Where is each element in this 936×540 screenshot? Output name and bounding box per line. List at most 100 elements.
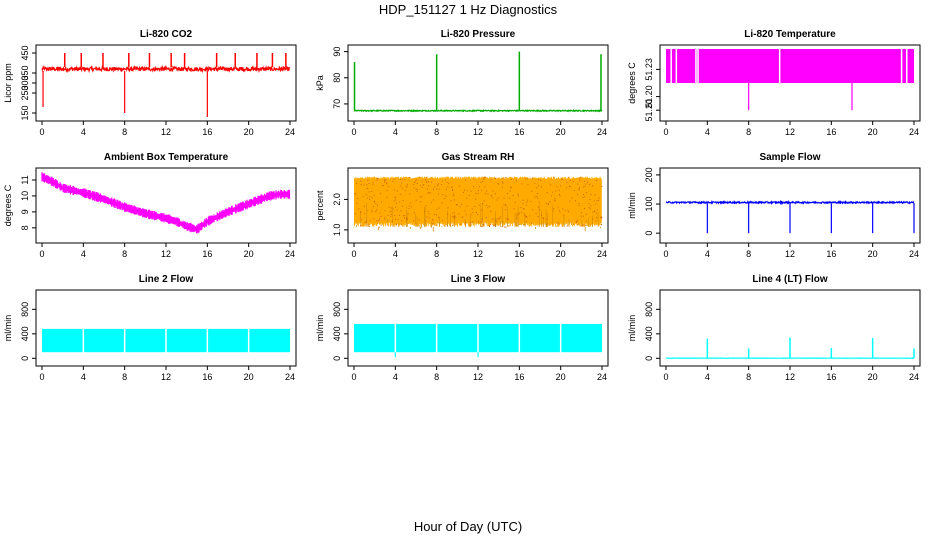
- data-point: [564, 209, 566, 211]
- data-point: [586, 181, 588, 183]
- y-tick-label: 0: [644, 356, 654, 361]
- data-point: [434, 213, 436, 215]
- data-point: [492, 190, 494, 192]
- data-point: [568, 185, 570, 187]
- data-point: [475, 198, 477, 200]
- data-point: [369, 199, 371, 201]
- data-point: [593, 200, 595, 202]
- data-point: [405, 186, 407, 188]
- data-point: [415, 188, 417, 190]
- data-point: [435, 224, 437, 226]
- data-point: [483, 200, 485, 202]
- data-point: [443, 198, 445, 200]
- data-point: [496, 218, 498, 220]
- data-point: [354, 193, 356, 195]
- data-point: [477, 221, 479, 223]
- data-point: [452, 193, 454, 195]
- data-point: [390, 213, 392, 215]
- data-point: [441, 180, 443, 182]
- data-point: [486, 217, 488, 219]
- data-point: [482, 181, 484, 183]
- data-point: [444, 225, 446, 227]
- data-point: [470, 224, 472, 226]
- data-point: [447, 214, 449, 216]
- data-point: [590, 205, 592, 207]
- data-point: [430, 226, 432, 228]
- data-point: [410, 206, 412, 208]
- data-point: [368, 224, 370, 226]
- data-point: [482, 224, 484, 226]
- data-point: [396, 209, 398, 211]
- data-point: [438, 207, 440, 209]
- data-point: [354, 213, 356, 215]
- data-point: [367, 197, 369, 199]
- x-tick-label: 24: [597, 249, 607, 259]
- data-point: [519, 223, 521, 225]
- data-point: [494, 225, 496, 227]
- x-tick-label: 8: [122, 372, 127, 382]
- data-point: [576, 220, 578, 222]
- data-point: [589, 208, 591, 210]
- y-tick-label: 400: [332, 326, 342, 341]
- x-tick-label: 20: [868, 249, 878, 259]
- data-point: [423, 183, 425, 185]
- data-point: [483, 224, 485, 226]
- data-point: [371, 197, 373, 199]
- data-series: [354, 176, 603, 232]
- data-point: [461, 203, 463, 205]
- chart-title: Gas Stream RH: [442, 152, 515, 163]
- data-point: [529, 215, 531, 217]
- data-point: [374, 200, 376, 202]
- y-tick-label: 450: [20, 45, 30, 60]
- y-axis-label: ml/min: [315, 315, 325, 342]
- data-point: [390, 215, 392, 217]
- data-point: [566, 182, 568, 184]
- data-point: [523, 224, 525, 226]
- data-point: [379, 218, 381, 220]
- data-point: [384, 218, 386, 220]
- y-tick-label: 150: [20, 105, 30, 120]
- data-point: [494, 193, 496, 195]
- y-axis-label: percent: [315, 190, 325, 221]
- data-point: [380, 224, 382, 226]
- data-point: [386, 189, 388, 191]
- data-point: [365, 193, 367, 195]
- data-point: [549, 201, 551, 203]
- data-point: [583, 208, 585, 210]
- data-point: [595, 220, 597, 222]
- y-tick-label: 800: [332, 302, 342, 317]
- data-point: [460, 223, 462, 225]
- data-point: [406, 217, 408, 219]
- data-point: [366, 184, 368, 186]
- data-point: [558, 194, 560, 196]
- data-point: [481, 226, 483, 228]
- data-point: [578, 203, 580, 205]
- data-point: [436, 185, 438, 187]
- x-tick-label: 8: [434, 372, 439, 382]
- data-point: [452, 189, 454, 191]
- x-tick-label: 8: [122, 127, 127, 137]
- data-point: [427, 192, 429, 194]
- data-series: [41, 53, 291, 117]
- data-point: [525, 215, 527, 217]
- data-point: [556, 186, 558, 188]
- data-point: [452, 216, 454, 218]
- data-series: [42, 327, 290, 354]
- data-point: [427, 210, 429, 212]
- data-point: [384, 179, 386, 181]
- data-point: [601, 216, 603, 218]
- data-point: [420, 201, 422, 203]
- data-point: [369, 196, 371, 198]
- data-point: [375, 203, 377, 205]
- data-point: [373, 201, 375, 203]
- data-point: [578, 204, 580, 206]
- data-series: [666, 48, 914, 111]
- data-point: [384, 210, 386, 212]
- x-tick-label: 4: [393, 127, 398, 137]
- data-point: [601, 185, 603, 187]
- data-point: [601, 217, 603, 219]
- data-point: [373, 195, 375, 197]
- data-point: [550, 184, 552, 186]
- data-point: [383, 181, 385, 183]
- data-point: [360, 180, 362, 182]
